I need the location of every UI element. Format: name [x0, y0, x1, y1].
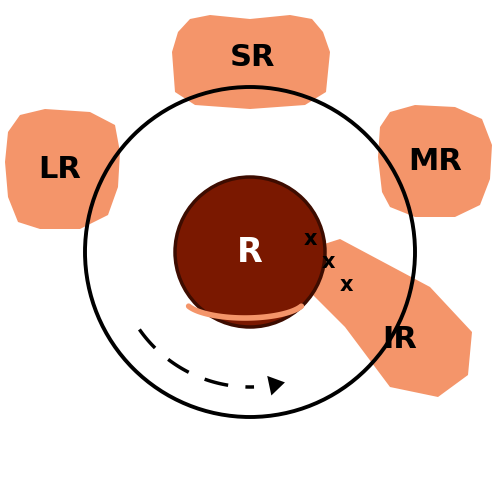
Text: LR: LR	[38, 154, 82, 184]
Polygon shape	[267, 376, 285, 395]
Text: R: R	[237, 236, 263, 268]
Circle shape	[175, 177, 325, 327]
Polygon shape	[300, 239, 472, 397]
Polygon shape	[378, 105, 492, 217]
Text: x: x	[303, 229, 317, 249]
Text: IR: IR	[382, 324, 418, 354]
Polygon shape	[172, 15, 330, 109]
Polygon shape	[5, 109, 120, 229]
Text: MR: MR	[408, 147, 462, 175]
Text: x: x	[321, 252, 335, 272]
Text: SR: SR	[229, 42, 275, 72]
Text: x: x	[339, 275, 353, 295]
